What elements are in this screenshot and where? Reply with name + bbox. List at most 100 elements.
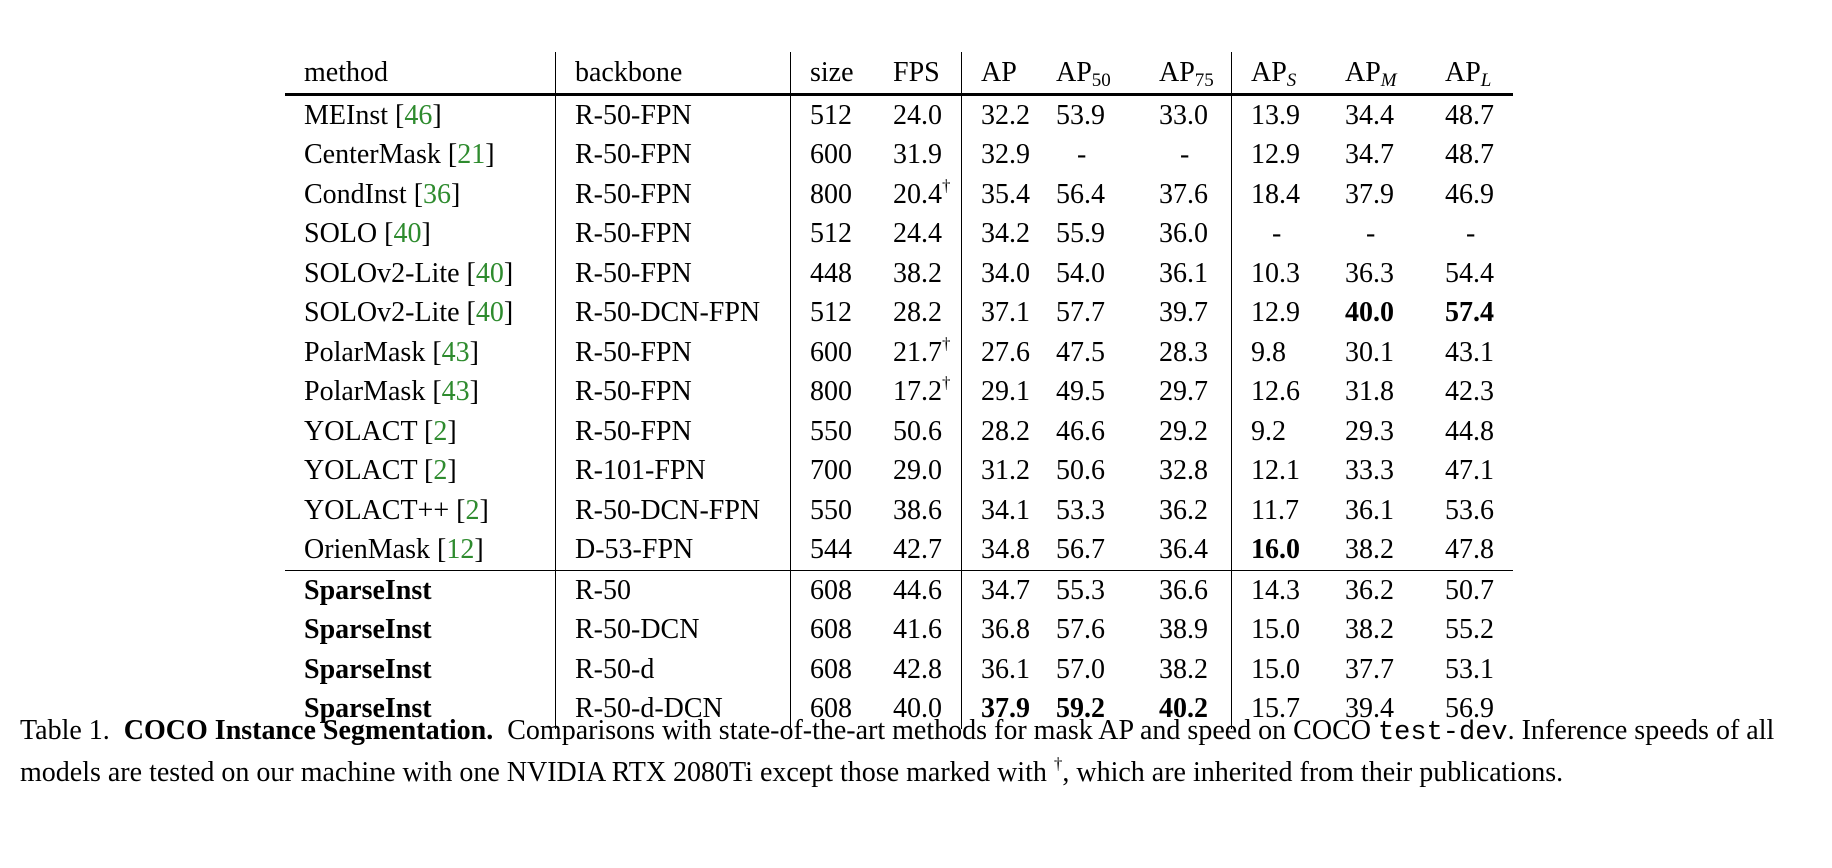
- table-row: PolarMask [43] R-50-FPN 800 17.2† 29.1 49.5 29…: [285, 372, 1513, 412]
- table-row: CenterMask [21] R-50-FPN 600 31.9 32.9 - - 12.9…: [285, 135, 1513, 176]
- method-name: SparseInst: [304, 614, 432, 646]
- citation-link[interactable]: 12: [446, 534, 475, 566]
- cell-aps: 12.6: [1231, 372, 1326, 412]
- header-ap50-base: AP: [1056, 56, 1092, 88]
- cell-ap-value: 32.9: [981, 139, 1030, 171]
- cell-ap-value: 31.2: [981, 455, 1030, 487]
- cell-apm: -: [1326, 215, 1426, 255]
- cell-ap50-value: 49.5: [1056, 376, 1105, 408]
- citation-link[interactable]: 21: [457, 139, 486, 171]
- cell-apm-value: 34.4: [1345, 99, 1394, 131]
- cell-backbone-value: R-50-FPN: [575, 139, 692, 171]
- cell-ap75: 39.7: [1140, 294, 1232, 334]
- cell-fps: 40.0: [874, 690, 962, 730]
- cell-ap50: 46.6: [1037, 412, 1140, 452]
- cell-fps-value: 17.2: [893, 376, 942, 408]
- cell-fps-value: 24.0: [893, 99, 942, 131]
- header-backbone: backbone: [555, 52, 791, 96]
- cell-aps-value: 16.0: [1251, 534, 1300, 566]
- cell-apl: 44.8: [1426, 412, 1513, 452]
- table-row: SOLO [40] R-50-FPN 512 24.4 34.2 55.9 36.0 - - -: [285, 214, 1513, 255]
- cell-aps: 16.0: [1231, 530, 1326, 571]
- cell-apm-value: -: [1366, 218, 1376, 250]
- cell-apl: 43.1: [1426, 333, 1513, 373]
- table-row: SparseInst R-50-DCN 608 41.6 36.8 57.6 38.9 15.…: [285, 610, 1513, 651]
- cell-apl: -: [1426, 215, 1513, 255]
- table-row: YOLACT [2] R-50-FPN 550 50.6 28.2 46.6 29.2 9.2…: [285, 412, 1513, 452]
- cell-ap75: 40.2: [1140, 690, 1232, 730]
- cell-apl: 50.7: [1426, 570, 1513, 611]
- cell-backbone-value: R-50-FPN: [575, 336, 692, 368]
- citation-link[interactable]: 46: [404, 99, 433, 131]
- citation-link[interactable]: 40: [393, 218, 422, 250]
- header-apm-sub: M: [1380, 69, 1397, 91]
- table-row: CondInst [36] R-50-FPN 800 20.4† 35.4 56.4 37.…: [285, 175, 1513, 215]
- citation-link[interactable]: 43: [441, 336, 470, 368]
- table-row: OrienMask [12] D-53-FPN 544 42.7 34.8 56.7 36.…: [285, 530, 1513, 571]
- citation-link[interactable]: 36: [423, 178, 452, 210]
- cell-backbone: R-101-FPN: [555, 451, 791, 491]
- cell-backbone-value: R-50-d: [575, 653, 655, 685]
- citation-link[interactable]: 40: [475, 257, 504, 289]
- cell-ap75: 29.2: [1140, 412, 1232, 452]
- cell-aps-value: 12.1: [1251, 455, 1300, 487]
- cell-size: 600: [790, 333, 874, 373]
- caption-text-1: Comparisons with state-of-the-art method…: [507, 715, 1371, 746]
- dagger-mark: †: [942, 333, 951, 353]
- citation-link[interactable]: 2: [433, 455, 448, 487]
- cell-ap50-value: 53.3: [1056, 494, 1105, 526]
- cell-ap75: 33.0: [1140, 95, 1232, 136]
- cell-size-value: 600: [810, 139, 852, 171]
- cell-size-value: 512: [810, 297, 852, 329]
- cell-ap50: 50.6: [1037, 452, 1140, 492]
- cell-ap75-value: 39.7: [1159, 297, 1208, 329]
- cell-backbone-value: R-101-FPN: [575, 455, 706, 487]
- cell-backbone-value: D-53-FPN: [575, 534, 694, 566]
- citation-link[interactable]: 2: [465, 494, 480, 526]
- cell-size: 448: [790, 254, 874, 294]
- cell-method: MEInst [46]: [304, 99, 442, 131]
- cell-backbone: D-53-FPN: [555, 530, 791, 571]
- cell-aps: 10.3: [1231, 254, 1326, 294]
- cell-method: YOLACT [2]: [304, 415, 457, 447]
- cell-apl-value: 42.3: [1445, 376, 1494, 408]
- cell-size-value: 608: [810, 614, 852, 646]
- citation-link[interactable]: 43: [441, 376, 470, 408]
- cell-ap-value: 37.1: [981, 297, 1030, 329]
- citation-link[interactable]: 2: [433, 415, 448, 447]
- method-name: CenterMask: [304, 139, 441, 171]
- cell-ap50: 53.3: [1037, 491, 1140, 531]
- cell-aps-value: 12.6: [1251, 376, 1300, 408]
- cell-ap: 36.8: [961, 610, 1037, 650]
- cell-fps: 31.9: [874, 136, 962, 176]
- dagger-mark: †: [942, 175, 951, 195]
- citation-link[interactable]: 40: [475, 297, 504, 329]
- cell-ap75: 38.2: [1140, 650, 1232, 690]
- cell-fps-value: 28.2: [893, 297, 942, 329]
- cell-fps-value: 38.2: [893, 257, 942, 289]
- table-row: SOLOv2-Lite [40] R-50-FPN 448 38.2 34.0 54.0 3…: [285, 254, 1513, 294]
- method-name: MEInst: [304, 99, 388, 131]
- header-ap50: AP50: [1037, 52, 1140, 96]
- cell-backbone: R-50: [555, 570, 791, 611]
- cell-apm: 36.1: [1326, 491, 1426, 531]
- cell-apm-value: 40.0: [1345, 297, 1394, 329]
- cell-ap-value: 34.0: [981, 257, 1030, 289]
- cell-ap50-value: 59.2: [1056, 693, 1105, 725]
- cell-size-value: 608: [810, 693, 852, 725]
- cell-apl: 53.6: [1426, 491, 1513, 531]
- cell-ap: 37.1: [961, 293, 1037, 333]
- cell-ap: 34.0: [961, 254, 1037, 294]
- cell-apl-value: 44.8: [1445, 415, 1494, 447]
- cell-ap50-value: 46.6: [1056, 415, 1105, 447]
- cell-apl-value: 56.9: [1445, 693, 1494, 725]
- cell-apm: 39.4: [1326, 690, 1426, 730]
- cell-backbone-value: R-50-FPN: [575, 257, 692, 289]
- cell-size-value: 608: [810, 574, 852, 606]
- cell-fps: 41.6: [874, 611, 962, 651]
- caption-dagger: †: [1053, 754, 1063, 773]
- cell-backbone: R-50-FPN: [555, 175, 791, 215]
- dagger-mark: †: [942, 373, 951, 393]
- cell-fps-value: 21.7: [893, 336, 942, 368]
- cell-size: 550: [790, 491, 874, 531]
